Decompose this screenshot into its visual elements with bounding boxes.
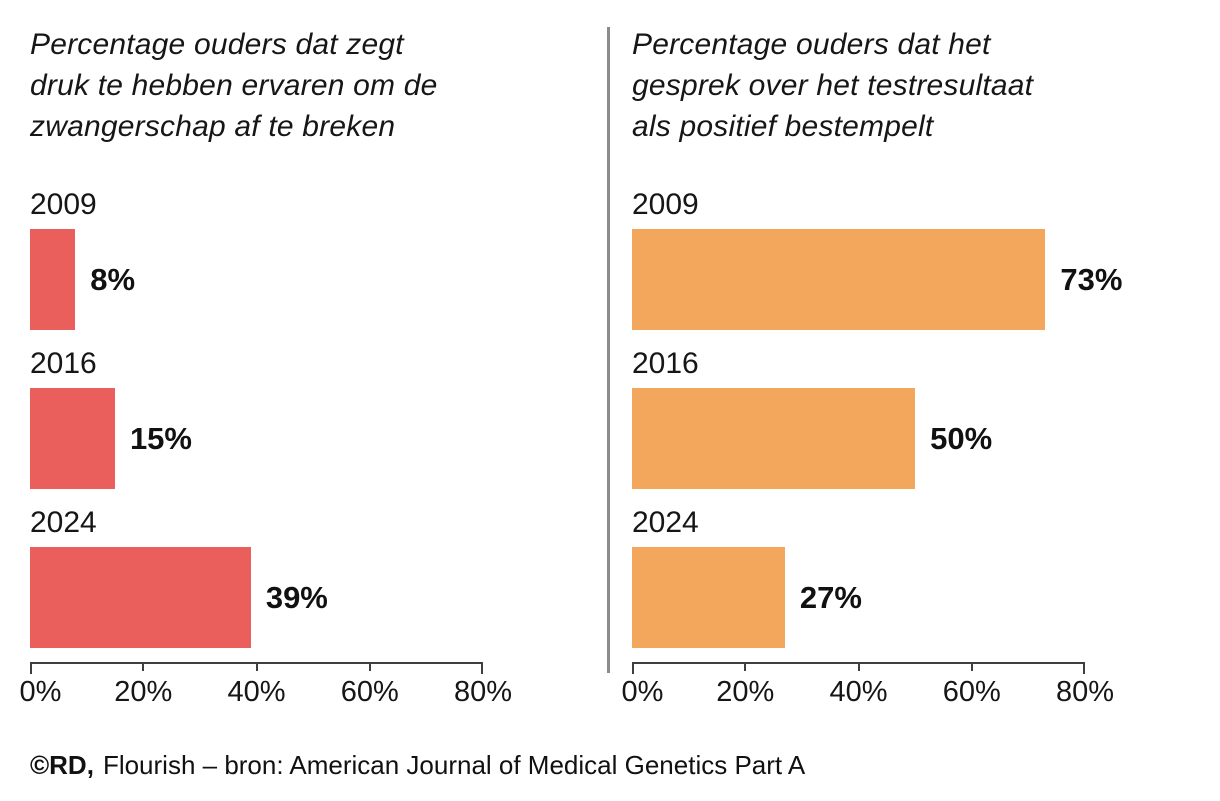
axis-tick-label: 80% <box>453 676 513 708</box>
value-label: 8% <box>90 261 136 297</box>
axis-tick-label: 80% <box>1055 676 1115 708</box>
axis-tick <box>255 663 258 671</box>
bar-row-2009: 2009 8% <box>30 187 607 330</box>
axis-tick <box>142 663 145 671</box>
bar-track: 8% <box>30 229 483 330</box>
axis-tick-label: 40% <box>227 676 286 708</box>
bar-rows: 2009 73% 2016 50% 2024 <box>632 187 1220 648</box>
bar-2016 <box>632 388 916 489</box>
bar-track: 27% <box>632 547 1085 648</box>
bar-track: 50% <box>632 388 1085 489</box>
bar-row-2016: 2016 15% <box>30 346 607 489</box>
bar-row-2024: 2024 39% <box>30 505 607 648</box>
axis-tick-label: 0% <box>19 676 62 708</box>
copyright-label: ©RD, <box>30 750 94 780</box>
axis-tick-label: 60% <box>942 676 1001 708</box>
chart-divider <box>607 27 610 673</box>
axis-tick <box>632 663 634 674</box>
bar-row-2009: 2009 73% <box>632 187 1220 330</box>
category-label: 2016 <box>30 347 97 380</box>
bar-2024 <box>30 547 251 648</box>
axis-tick <box>857 663 860 671</box>
chart-title: Percentage ouders dat zegt druk te hebbe… <box>30 28 438 143</box>
chart-positive-conversation: Percentage ouders dat het gesprek over h… <box>610 24 1220 712</box>
charts-container: Percentage ouders dat zegt druk te hebbe… <box>20 24 1220 712</box>
bar-row-2016: 2016 50% <box>632 346 1220 489</box>
bar-track: 73% <box>632 229 1122 330</box>
category-label: 2016 <box>632 347 699 380</box>
category-label: 2024 <box>632 506 699 539</box>
bar-2009 <box>30 229 76 330</box>
axis-tick-label: 0% <box>621 676 664 708</box>
value-label: 27% <box>799 579 862 615</box>
value-label: 50% <box>930 420 993 456</box>
axis-tick <box>744 663 747 671</box>
bar-2009 <box>632 229 1046 330</box>
category-label: 2009 <box>632 188 699 221</box>
attribution: ©RD, Flourish – bron: American Journal of… <box>30 750 1220 781</box>
bar-2024 <box>632 547 785 648</box>
bar-row-2024: 2024 27% <box>632 505 1220 648</box>
chart-title: Percentage ouders dat het gesprek over h… <box>632 28 1034 143</box>
bar-track: 15% <box>30 388 483 489</box>
chart-pressure-to-terminate: Percentage ouders dat zegt druk te hebbe… <box>20 24 607 712</box>
axis-tick-label: 40% <box>829 676 888 708</box>
value-label: 15% <box>129 420 192 456</box>
category-label: 2024 <box>30 506 97 539</box>
axis-tick <box>30 663 32 674</box>
axis-tick <box>368 663 371 671</box>
x-axis: 0% 20% 40% 60% 80% <box>20 662 512 712</box>
value-label: 73% <box>1060 261 1123 297</box>
source-label: Flourish – bron: American Journal of Med… <box>102 750 806 780</box>
category-label: 2009 <box>30 188 97 221</box>
value-label: 39% <box>265 579 328 615</box>
bar-2016 <box>30 388 115 489</box>
axis-tick <box>970 663 973 671</box>
x-axis: 0% 20% 40% 60% 80% <box>622 662 1114 712</box>
bar-rows: 2009 8% 2016 15% 2024 <box>30 187 607 648</box>
axis-tick-label: 20% <box>114 676 173 708</box>
axis-tick <box>481 663 483 674</box>
axis-tick-label: 20% <box>716 676 775 708</box>
axis-tick-label: 60% <box>340 676 399 708</box>
bar-track: 39% <box>30 547 483 648</box>
axis-tick <box>1083 663 1085 674</box>
